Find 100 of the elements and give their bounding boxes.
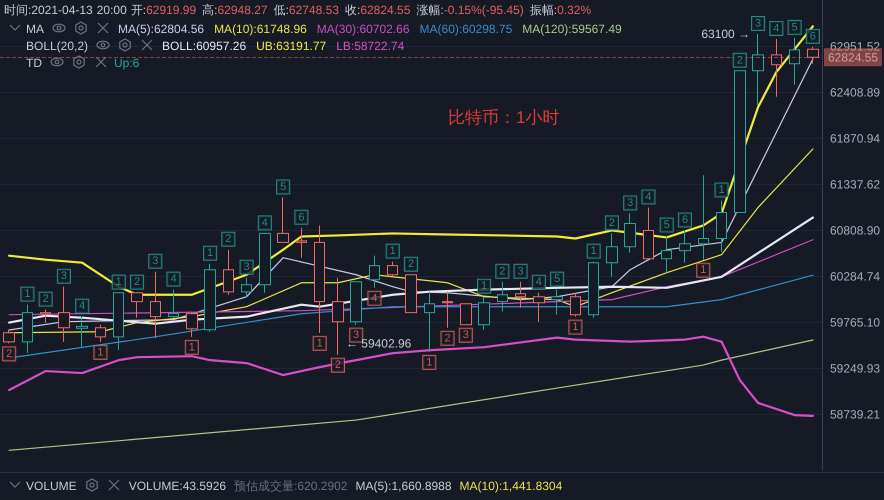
candlestick [698, 174, 709, 260]
text: LB:58722.74 [336, 39, 404, 53]
text: 6 [682, 214, 688, 226]
text: 5 [792, 21, 798, 34]
text: 2 [225, 233, 232, 246]
candlestick [168, 289, 179, 318]
candlestick [22, 304, 33, 354]
text: 1 [590, 245, 597, 258]
text: 1 [572, 321, 578, 334]
y-tick-label: 61337.62 [830, 177, 880, 192]
candlestick [40, 309, 51, 324]
candlestick [643, 206, 654, 260]
candlestick [223, 249, 234, 296]
text: 1 [700, 264, 706, 276]
candlestick [606, 232, 618, 278]
candlestick [460, 303, 472, 326]
candlestick [314, 224, 325, 334]
text: 3 [353, 329, 360, 342]
text: 2 [736, 54, 743, 66]
candlestick [789, 37, 800, 86]
candlestick [3, 329, 15, 344]
text: 比特币：1小时 [448, 107, 560, 129]
annotation: BOLL(20,2) [26, 39, 88, 53]
text: MA(10):61748.96 [214, 22, 307, 36]
text: MA(120):59567.49 [522, 22, 622, 36]
candlestick [533, 292, 545, 322]
text: 1 [97, 346, 104, 358]
text: 1 [718, 184, 725, 196]
candlestick [424, 291, 435, 352]
text: 3 [152, 255, 158, 268]
candlestick [350, 281, 362, 326]
text: VOLUME:43.5926 [128, 479, 226, 493]
text: 3 [462, 329, 469, 342]
candlestick [716, 200, 727, 252]
candlestick [624, 212, 636, 254]
candlestick [332, 277, 344, 356]
candlestick [588, 261, 599, 318]
text: 6 [810, 30, 816, 42]
candlestick [369, 255, 380, 288]
annotation: MA [26, 22, 44, 36]
candlestick [570, 292, 581, 318]
candlestick [679, 230, 691, 264]
text: 2 [42, 293, 49, 306]
text: 2 [408, 258, 414, 270]
text: 4 [79, 300, 86, 312]
candlestick [241, 277, 252, 298]
ref-line-label: 62824.55 [828, 50, 878, 64]
text: MA(10):1,441.8304 [460, 479, 562, 493]
candlestick [515, 281, 526, 308]
candlestick [497, 281, 508, 312]
text: MA(5):62804.56 [118, 22, 204, 36]
text: 5 [280, 180, 286, 193]
text: 2 [6, 348, 12, 360]
text: 3 [627, 196, 634, 209]
text: 1 [207, 247, 214, 260]
candlestick [150, 271, 161, 338]
y-tick-label: 60808.90 [830, 223, 880, 238]
text: 3 [60, 270, 67, 282]
candlestick [296, 227, 307, 258]
text: 3 [755, 18, 762, 30]
candlestick [442, 291, 453, 328]
y-tick-label: 61870.94 [830, 132, 880, 146]
text: UB:63191.77 [256, 39, 326, 53]
text: 4 [262, 216, 268, 229]
text: 1 [188, 341, 195, 354]
text: 4 [645, 190, 652, 203]
text: 预估成交量:620.2902 [234, 479, 348, 493]
text: 1 [481, 280, 488, 292]
text: 4 [773, 22, 780, 34]
annotation: Up:6 [114, 56, 140, 70]
candlestick [807, 46, 819, 64]
text: 3 [518, 265, 524, 278]
text: 2 [334, 359, 341, 372]
candlestick [771, 38, 782, 98]
text: 1 [316, 337, 323, 350]
text: 时间:2021-04-13 20:00 开:62919.99 高:62948.27 低:62748.53 收:62824.55 涨幅:-0.15%(-95.45) 振幅:0.32% [4, 3, 592, 17]
text: 5 [664, 219, 670, 232]
text: 2 [499, 265, 506, 278]
text: MA(5):1,660.8988 [355, 479, 452, 493]
text: 1 [24, 288, 30, 300]
candlestick [551, 289, 563, 316]
candlestick [661, 235, 672, 274]
text: 4 [371, 292, 378, 304]
y-tick-label: 59765.10 [830, 315, 880, 330]
text: 2 [134, 276, 140, 288]
annotation: 63100 → [701, 27, 750, 42]
candlestick [405, 274, 417, 314]
text: BOLL:60957.26 [162, 39, 246, 53]
candlestick [277, 196, 289, 243]
y-tick-label: 62408.89 [830, 86, 880, 100]
text: VOLUME [26, 479, 77, 493]
annotation: TD [26, 56, 42, 70]
candlestick [259, 232, 271, 294]
candlestick [76, 316, 88, 348]
text: 1 [390, 245, 396, 258]
y-tick-label: 60284.74 [830, 269, 880, 284]
text: 1 [116, 276, 122, 288]
candlestick [186, 311, 198, 338]
candlestick [734, 70, 746, 213]
text: 4 [536, 276, 542, 288]
